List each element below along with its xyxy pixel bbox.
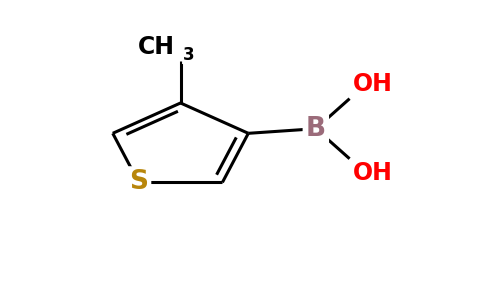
Text: B: B xyxy=(306,116,326,142)
Text: CH: CH xyxy=(138,35,175,59)
Text: S: S xyxy=(129,169,148,195)
Text: OH: OH xyxy=(353,72,393,96)
Text: 3: 3 xyxy=(182,46,194,64)
Text: OH: OH xyxy=(353,161,393,185)
